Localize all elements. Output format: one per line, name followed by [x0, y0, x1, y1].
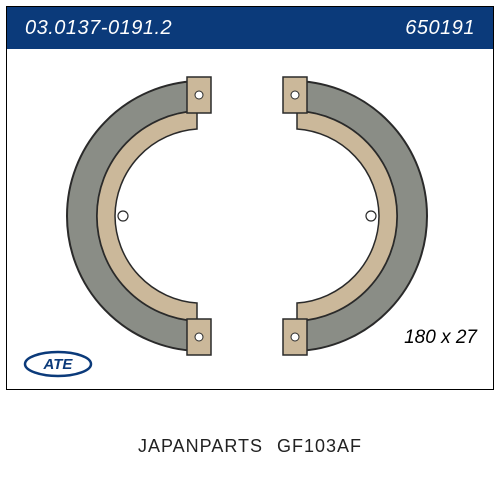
- alt-number: 650191: [405, 17, 475, 40]
- dimension-label: 180 x 27: [404, 327, 477, 349]
- ate-logo: ATE: [23, 347, 93, 381]
- caption-row: JAPANPARTS GF103AF: [6, 436, 494, 457]
- product-sku: GF103AF: [277, 436, 362, 457]
- brake-shoes-illustration: [47, 61, 447, 361]
- product-figure: 03.0137-0191.2 650191: [6, 6, 494, 390]
- brake-shoe-left: [67, 77, 211, 355]
- part-number: 03.0137-0191.2: [25, 17, 172, 40]
- header-bar: 03.0137-0191.2 650191: [7, 7, 493, 49]
- brake-shoe-right: [283, 77, 427, 355]
- svg-text:ATE: ATE: [43, 356, 74, 373]
- diagram-area: ATE 180 x 27: [7, 49, 493, 389]
- brand-name: JAPANPARTS: [138, 436, 263, 457]
